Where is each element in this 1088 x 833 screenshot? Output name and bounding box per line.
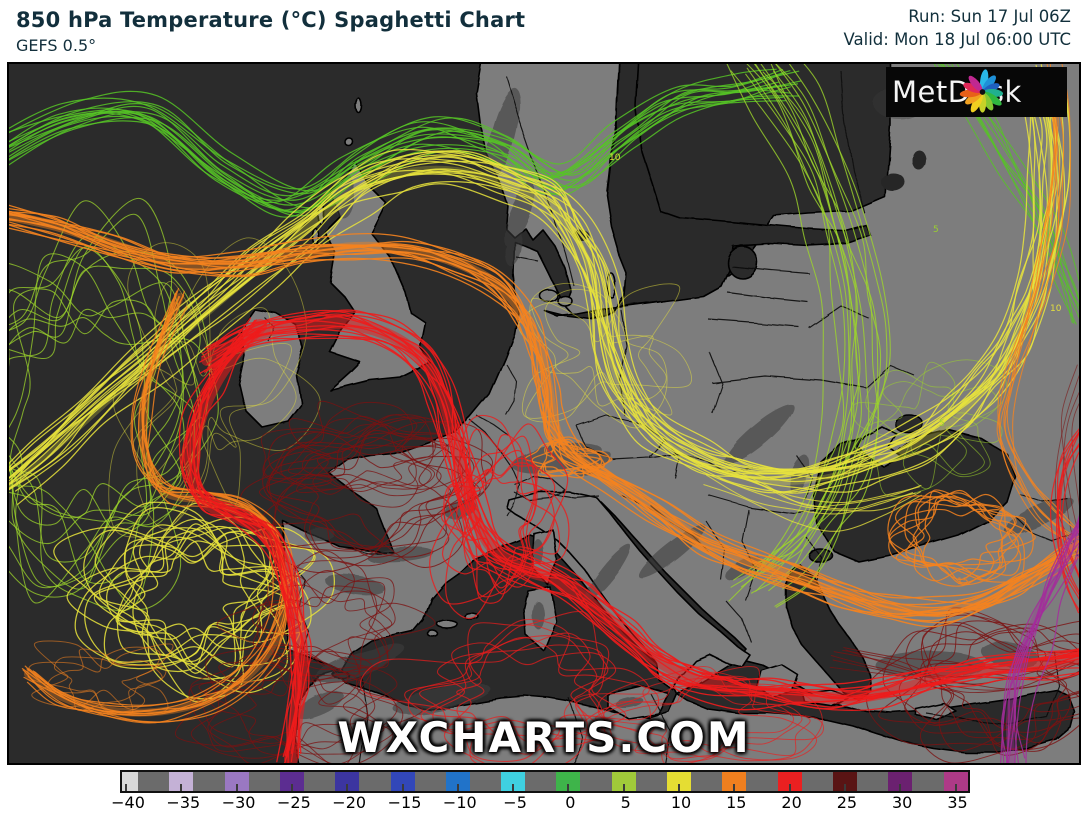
spaghetti-contours: [9, 64, 1079, 763]
colorbar-tick-label: 15: [726, 793, 747, 812]
bundle-orange-right-edge: [996, 64, 1079, 547]
contour-label-10: 10: [1050, 304, 1062, 314]
page-header: 850 hPa Temperature (°C) Spaghetti Chart…: [0, 0, 1088, 62]
colorbar-segment-15: [722, 772, 747, 791]
colorbar-segment-25: [832, 772, 857, 791]
colorbar-tick-label: −30: [221, 793, 256, 812]
gulf-of-riga: [726, 245, 758, 279]
colorbar-segment-0: [556, 772, 581, 791]
colorbar-tick-mark: [235, 784, 238, 791]
colorbar-segment--40: [122, 772, 138, 791]
bundle-yellow-central-europe: [518, 282, 692, 429]
cyprus: [916, 703, 958, 721]
colorbar-tick-mark: [512, 784, 515, 791]
colorbar-segment--5: [501, 772, 526, 791]
bundle-orange-main-band: [9, 204, 1079, 628]
colorbar-tick-label: 35: [947, 793, 968, 812]
bundle-darkred-south-spain: [216, 550, 436, 705]
bundle-red-libya-tangle: [563, 665, 824, 763]
colorbar-tick-mark: [567, 784, 570, 791]
lake-onega: [912, 150, 926, 170]
colorbar-tick-label: −10: [442, 793, 477, 812]
colorbar-tick-label: 10: [670, 793, 692, 812]
colorbar-tick-mark: [843, 784, 846, 791]
contour-label-10: 10: [609, 153, 621, 163]
bundle-darkred-morocco: [174, 644, 423, 763]
ibiza: [427, 630, 439, 638]
wxcharts-watermark: WXCHARTS.COM: [337, 713, 751, 762]
colorbar-tick-label: −20: [332, 793, 367, 812]
colorbar-segment--15: [390, 772, 415, 791]
colorbar-tick-mark: [954, 784, 957, 791]
bundle-green-russia-band: [726, 64, 891, 608]
run-timestamp: Run: Sun 17 Jul 06Z: [908, 7, 1071, 26]
bundle-red-maghreb-tangle: [359, 610, 659, 763]
bundle-red-lion-tangle: [429, 414, 570, 620]
contour-value-labels: 10 10 5 5 20 15: [455, 153, 1062, 587]
orkney: [346, 139, 356, 149]
colorbar-segment-30: [888, 772, 913, 791]
colorbar-tick-labels: −40 −35 −30 −25 −20 −15 −10 −5 0 5 10 15 20 25 30 35: [0, 793, 1088, 815]
lake-ladoga: [881, 173, 905, 191]
bundle-red-portugal-band: [178, 317, 312, 763]
bundle-yellow-cutoff-low: [53, 501, 335, 703]
colorbar-segment--30: [224, 772, 249, 791]
contour-label-5: 5: [933, 225, 939, 235]
bundle-orange-blacksea-blob: [887, 489, 1036, 587]
shetland: [355, 98, 363, 114]
colorbar-tick-mark: [622, 784, 625, 791]
model-label: GEFS 0.5°: [16, 36, 97, 55]
colorbar-tick-mark: [346, 784, 349, 791]
colorbar-segment--25: [279, 772, 304, 791]
bundle-orange-biscay-corner: [27, 640, 174, 715]
bundle-red-caspian-edge: [1049, 428, 1079, 614]
colorbar-tick-mark: [899, 784, 902, 791]
colorbar-segment--10: [445, 772, 470, 791]
weather-map: 10 10 5 5 20 15 MetDesk WXCHARTS.COM: [7, 62, 1081, 765]
colorbar-tick-label: 0: [565, 793, 576, 812]
colorbar-tick-mark: [290, 784, 293, 791]
chart-title: 850 hPa Temperature (°C) Spaghetti Chart: [16, 8, 526, 32]
colorbar-tick-label: 30: [892, 793, 913, 812]
colorbar-segment-10: [667, 772, 691, 791]
colorbar-segment--20: [335, 772, 360, 791]
colorbar-segment-35: [943, 772, 968, 791]
colorbar-tick-label: −5: [503, 793, 527, 812]
sea-of-azov: [894, 414, 924, 434]
contour-label-20: 20: [455, 489, 467, 499]
colorbar-tick-mark: [788, 784, 791, 791]
metdesk-logo: MetDesk: [886, 67, 1067, 117]
mallorca: [436, 619, 458, 629]
colorbar-tick-label: 5: [620, 793, 631, 812]
colorbar-tick-mark: [125, 784, 127, 791]
metdesk-pinwheel-icon: [959, 69, 1004, 113]
contour-label-5: 5: [939, 419, 945, 429]
colorbar-tick-label: −35: [166, 793, 201, 812]
colorbar-tick-mark: [733, 784, 736, 791]
bundle-red-main-band: [199, 309, 1079, 711]
contour-label-15: 15: [957, 577, 968, 587]
colorbar-tick-label: −40: [111, 793, 145, 812]
colorbar-tick-label: −15: [387, 793, 422, 812]
colorbar-tick-mark: [401, 784, 404, 791]
colorbar-segment--35: [169, 772, 194, 791]
colorbar-tick-label: 20: [781, 793, 802, 812]
run-info: Run: Sun 17 Jul 06Z Valid: Mon 18 Jul 06…: [844, 6, 1072, 52]
bundle-magenta-levant-band: [1000, 513, 1079, 763]
colorbar-tick-label: −25: [277, 793, 311, 812]
valid-timestamp: Valid: Mon 18 Jul 06:00 UTC: [843, 29, 1072, 49]
colorbar-tick-mark: [180, 784, 183, 791]
colorbar-tick-label: 25: [836, 793, 858, 812]
bundle-darkred-brittany-tangle: [260, 400, 470, 508]
funen: [557, 295, 573, 307]
bundle-yellow-balkan-branch: [701, 460, 922, 532]
map-canvas: 10 10 5 5 20 15: [9, 64, 1079, 763]
temperature-colorbar: [120, 770, 970, 793]
colorbar-segment-5: [611, 772, 636, 791]
colorbar-tick-mark: [456, 784, 459, 791]
colorbar-segment-20: [777, 772, 802, 791]
colorbar-tick-mark: [678, 784, 680, 791]
